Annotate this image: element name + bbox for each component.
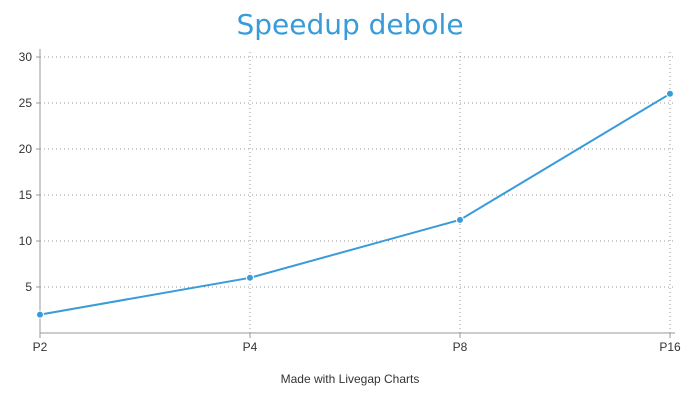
y-tick-label: 25 <box>19 96 33 110</box>
series-line <box>39 92 671 316</box>
x-tick-label: P2 <box>33 340 48 354</box>
y-tick-label: 10 <box>19 234 33 248</box>
y-tick-label: 15 <box>19 188 33 202</box>
data-point <box>246 273 254 282</box>
series-layer <box>36 89 674 319</box>
grid-lines <box>40 52 675 333</box>
credit-text: Made with Livegap Charts <box>280 372 420 386</box>
axes <box>39 49 675 334</box>
y-axis-ticks: 5 10 15 20 25 30 <box>19 50 40 294</box>
x-tick-label: P16 <box>659 340 681 354</box>
data-point <box>666 89 674 98</box>
chart-title: Speedup debole <box>236 8 464 41</box>
x-axis-ticks: P2 P4 P8 P16 <box>33 333 681 354</box>
y-tick-label: 20 <box>19 142 33 156</box>
x-tick-label: P8 <box>453 340 468 354</box>
y-tick-label: 5 <box>25 280 32 294</box>
data-point <box>456 215 464 224</box>
y-tick-label: 30 <box>19 50 33 64</box>
data-point <box>36 310 44 319</box>
x-tick-label: P4 <box>243 340 258 354</box>
